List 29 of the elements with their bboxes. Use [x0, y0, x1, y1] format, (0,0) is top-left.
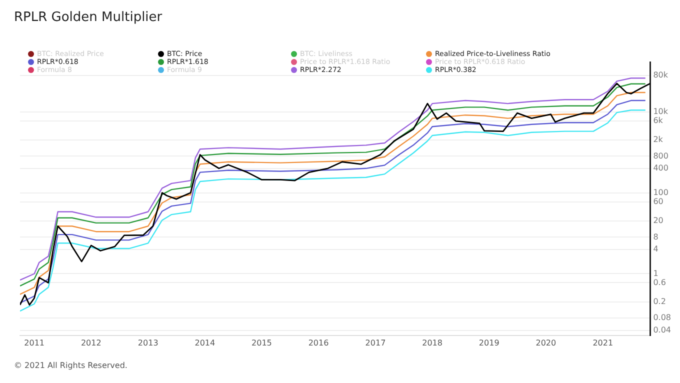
y-tick-label: 6k: [653, 116, 664, 125]
y-tick-label: 2k: [653, 135, 664, 144]
y-tick-label: 0.08: [653, 313, 671, 322]
text: © 2021 All Rights Reserved.: [14, 361, 128, 370]
y-tick-label: 0.6: [653, 278, 666, 287]
y-tick-label: 80k: [653, 70, 668, 80]
x-tick-label: 2019: [478, 338, 500, 348]
y-tick-label: 1: [653, 268, 658, 278]
y-tick-label: 60: [653, 196, 664, 206]
chart-title: RPLR Golden Multiplier: [14, 10, 162, 25]
y-tick-label: 8: [653, 232, 658, 242]
x-tick-label: 2017: [365, 338, 386, 348]
y-tick-label: 400: [653, 163, 668, 172]
y-tick-label: 4: [653, 244, 658, 254]
x-tick-label: 2021: [592, 338, 614, 348]
x-tick-label: 2012: [80, 338, 102, 348]
x-tick-label: 2011: [24, 338, 44, 348]
y-tick-label: 100: [653, 188, 668, 197]
x-tick-label: 2014: [194, 338, 216, 348]
y-tick-label: 20: [653, 216, 664, 226]
y-tick-label: 800: [653, 151, 668, 160]
y-tick-label: 10k: [653, 106, 668, 116]
x-tick-label: 2018: [422, 338, 442, 348]
y-tick-label: 0.2: [653, 297, 666, 306]
x-tick-label: 2016: [308, 338, 329, 348]
y-tick-label: 0.04: [653, 325, 671, 334]
x-tick-label: 2015: [252, 338, 272, 348]
x-tick-label: 2020: [536, 338, 556, 348]
x-tick-label: 2013: [138, 338, 158, 348]
